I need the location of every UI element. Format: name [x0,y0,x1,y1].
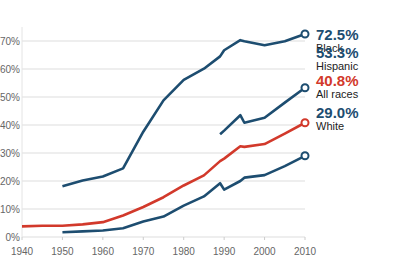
grid-line [22,209,305,210]
x-tick-label: 1940 [11,246,34,257]
x-tick-label: 2010 [294,246,317,257]
grid-line [22,237,305,238]
x-tick-label: 1980 [173,246,196,257]
x-tick-label: 1990 [213,246,236,257]
end-marker [302,152,309,159]
x-tick [183,237,184,240]
y-tick-label: 40% [0,120,20,131]
grid-line [22,181,305,182]
x-tick-label: 2000 [253,246,276,257]
x-tick-label: 1970 [132,246,155,257]
series-name: All races [316,88,359,100]
y-tick-label: 70% [0,36,20,47]
y-axis-line [22,27,23,237]
grid-line [22,69,305,70]
x-tick-label: 1960 [92,246,115,257]
end-marker [302,31,309,38]
y-tick-label: 0% [6,232,21,243]
x-tick [62,237,63,240]
plot-area [22,34,305,232]
value-label: 40.8% [316,72,359,89]
series-line [220,88,305,134]
series-line [62,156,305,232]
value-label: 29.0% [316,104,359,121]
y-tick-label: 50% [0,92,20,103]
series-line [62,34,305,186]
grid-line [22,125,305,126]
x-tick-label: 1950 [51,246,74,257]
x-tick [102,237,103,240]
y-tick-label: 30% [0,148,20,159]
x-tick [22,237,23,240]
x-tick [224,237,225,240]
chart: 0% 10% 20% 30% 40% 50% 60% 70% 1940 1950 1960 1970 1… [0,0,400,262]
series-name: White [316,120,344,132]
end-marker [302,84,309,91]
y-tick-label: 60% [0,64,20,75]
grid-line [22,153,305,154]
value-label: 72.5% [316,26,359,43]
end-marker [302,119,309,126]
series-name: Hispanic [316,60,359,72]
y-tick-label: 20% [0,176,20,187]
grid-line [22,97,305,98]
y-tick-label: 10% [0,204,20,215]
x-tick [264,237,265,240]
x-tick [143,237,144,240]
grid-line [22,41,305,42]
value-label: 53.3% [316,44,359,61]
x-tick [305,237,306,240]
